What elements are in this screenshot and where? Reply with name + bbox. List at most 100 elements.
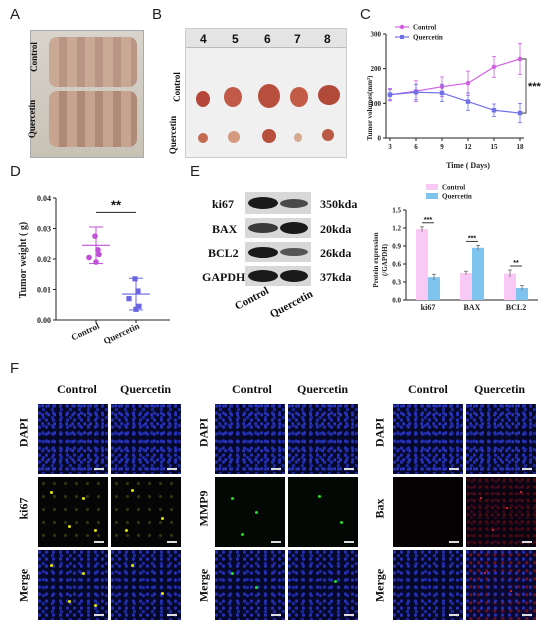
panel-b-label-control: Control <box>172 72 182 102</box>
chart-e-bar-quercetin-0 <box>428 277 440 300</box>
chart-c-point-quercetin-3 <box>465 99 471 104</box>
micrograph-f1-dapi-quercetin <box>111 404 181 474</box>
panel-b-letter: B <box>152 6 163 23</box>
micrograph-f2-dapi-quercetin <box>288 404 358 474</box>
chart-d-point-1-1 <box>135 288 141 294</box>
chart-c-xtick-label-0: 3 <box>388 143 392 151</box>
chart-d-xtick-label-0: Control <box>70 321 102 343</box>
f3-row-dapi: DAPI <box>372 417 387 448</box>
chart-c-xlabel: Time ( Days) <box>446 161 490 170</box>
chart-d-point-1-2 <box>126 296 132 302</box>
micrograph-f2-mmp9-control <box>215 477 285 547</box>
micrograph-f3-merge-quercetin <box>466 550 536 620</box>
panel-a-label-quercetin: Quercetin <box>27 99 37 139</box>
chart-e-legend-swatch-0 <box>426 184 438 190</box>
tumor-quercetin-2 <box>228 131 240 143</box>
blot-group-quercetin: Quercetin <box>268 288 315 321</box>
chart-c-xtick-label-4: 15 <box>491 143 499 151</box>
chart-e-ylabel-line2: (/GAPDH) <box>381 243 389 276</box>
tumor-control-5 <box>318 85 340 105</box>
chart-c-point-control-3 <box>465 80 471 86</box>
chart-c-point-control-5 <box>517 56 523 62</box>
chart-e: Protein expression (/GAPDH) 0.0 0.3 0.6 0.9… <box>372 184 538 312</box>
blot-strip-ki67 <box>245 192 311 214</box>
chart-e-ytick-label-4: 1.2 <box>392 225 401 233</box>
ruler-mark-6: 6 <box>264 32 271 46</box>
micrograph-f1-ki67-quercetin <box>111 477 181 547</box>
micrograph-f3-dapi-quercetin <box>466 404 536 474</box>
ruler-mark-7: 7 <box>294 32 301 46</box>
chart-d-point-0-2 <box>86 254 92 261</box>
micrograph-f3-merge-control <box>393 550 463 620</box>
panel-a-letter: A <box>10 6 21 23</box>
chart-c-xtick-label-2: 9 <box>440 143 444 151</box>
chart-e-ytick-label-2: 0.6 <box>392 261 401 269</box>
f-col-header-quercetin-1: Quercetin <box>120 382 172 396</box>
chart-d-point-1-3 <box>136 303 142 309</box>
chart-c-legend-label-1: Quercetin <box>413 34 443 42</box>
f1-row-dapi: DAPI <box>16 417 31 448</box>
micrograph-f1-merge-control <box>38 550 108 620</box>
tumor-quercetin-3 <box>262 129 276 143</box>
chart-c-xtick-label-3: 12 <box>465 143 473 151</box>
chart-e-ytick-label-1: 0.3 <box>392 279 401 287</box>
chart-d: Tumor weight ( g) 0.00 0.01 0.02 0.03 0.04 Co… <box>18 194 170 346</box>
chart-c: Tumor volumes(mm³) 0 100 200 300 3 6 9 12 15 18 Co… <box>366 24 542 171</box>
chart-c-sig-bracket <box>522 58 527 114</box>
chart-d-point-0-1 <box>95 247 101 253</box>
chart-c-legend-label-0: Control <box>413 24 436 32</box>
chart-e-ytick-label-3: 0.9 <box>392 243 401 251</box>
chart-c-ylabel: Tumor volumes(mm³) <box>366 75 374 141</box>
chart-d-ytick-label-3: 0.03 <box>37 225 51 234</box>
f-col-header-control-3: Control <box>408 382 448 396</box>
chart-e-ylabel-line1: Protein expression <box>372 232 380 287</box>
mice-row-quercetin <box>49 91 137 147</box>
f3-row-bax: Bax <box>372 498 387 519</box>
f2-row-dapi: DAPI <box>196 417 211 448</box>
micrograph-f1-merge-quercetin <box>111 550 181 620</box>
tumor-quercetin-1 <box>198 133 208 143</box>
blot-label-ki67: ki67 <box>212 197 235 211</box>
tumor-control-3 <box>258 84 280 108</box>
blot-strip-gapdh <box>245 266 311 286</box>
chart-d-ylabel: Tumor weight ( g) <box>18 222 29 298</box>
chart-e-bar-quercetin-1 <box>472 247 484 300</box>
chart-e-xtick-label-1: BAX <box>464 303 481 312</box>
chart-d-point-0-0 <box>92 233 98 239</box>
chart-c-point-quercetin-1 <box>413 90 419 95</box>
ruler-mark-4: 4 <box>200 32 207 46</box>
chart-c-point-quercetin-2 <box>439 90 445 96</box>
chart-d-point-0-3 <box>96 251 102 258</box>
chart-d-ytick-label-2: 0.02 <box>37 255 51 264</box>
f-col-header-quercetin-3: Quercetin <box>474 382 526 396</box>
chart-c-xtick-label-1: 6 <box>414 143 418 151</box>
panel-b-label-quercetin: Quercetin <box>168 115 178 155</box>
chart-e-bar-control-1 <box>460 273 472 300</box>
chart-c-point-control-4 <box>491 64 497 70</box>
micrograph-f3-dapi-control <box>393 404 463 474</box>
chart-e-legend-label-1: Quercetin <box>442 193 472 201</box>
chart-c-xtick-label-5: 18 <box>517 143 525 151</box>
chart-c-ytick-label-3: 300 <box>371 31 382 39</box>
chart-c-legend-marker-1 <box>400 35 404 39</box>
chart-e-significance-1: *** <box>468 235 476 242</box>
chart-e-bar-quercetin-2 <box>516 288 528 300</box>
chart-d-point-1-0 <box>132 276 138 282</box>
chart-d-point-1-4 <box>133 306 139 312</box>
chart-c-point-quercetin-4 <box>491 108 497 113</box>
ruler-mark-5: 5 <box>232 32 239 46</box>
chart-d-point-0-4 <box>93 259 99 265</box>
chart-c-ytick-label-0: 0 <box>378 135 382 143</box>
micrograph-f1-ki67-control <box>38 477 108 547</box>
chart-c-ytick-label-2: 200 <box>371 65 382 73</box>
chart-e-xtick-label-2: BCL2 <box>506 303 526 312</box>
chart-e-bar-control-2 <box>504 273 516 300</box>
panel-f-letter: F <box>10 360 20 377</box>
micrograph-f3-bax-control <box>393 477 463 547</box>
chart-e-significance-2: ** <box>513 260 519 267</box>
micrograph-f2-merge-control <box>215 550 285 620</box>
panel-d-letter: D <box>10 163 21 180</box>
blot-size-ki67: 350kda <box>320 197 358 211</box>
western-blot <box>245 192 311 292</box>
chart-c-legend-marker-0 <box>399 24 405 30</box>
